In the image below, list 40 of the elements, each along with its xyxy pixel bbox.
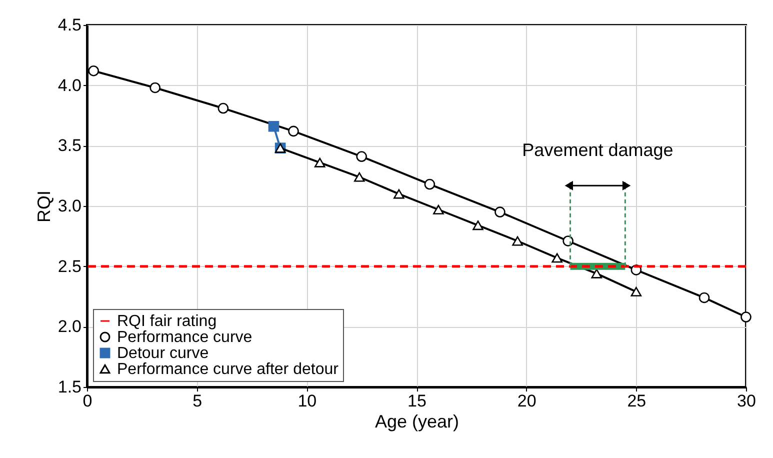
annotation: Pavement damage <box>522 140 674 160</box>
y-tick-label: 2.0 <box>58 317 82 336</box>
point <box>740 312 752 322</box>
point <box>88 65 99 76</box>
legend-label: Detour curve <box>117 345 209 362</box>
y-tick-label: 2.5 <box>58 256 82 276</box>
point <box>218 102 229 114</box>
x-tick-label: 5 <box>192 392 202 410</box>
point <box>424 178 436 190</box>
legend-label: Performance curve after detour <box>117 361 340 378</box>
y-tick-label: 3.5 <box>58 136 82 156</box>
point <box>150 82 160 94</box>
point <box>472 220 484 230</box>
point <box>630 286 642 296</box>
legend-label: Performance curve <box>117 329 252 346</box>
x-tick-label: 10 <box>298 392 317 410</box>
point <box>698 292 710 304</box>
point <box>433 204 444 214</box>
point <box>394 189 404 199</box>
point <box>512 236 523 246</box>
x-tick-label: 0 <box>82 392 92 410</box>
point <box>552 253 562 263</box>
y-tick-label: 4.5 <box>58 16 82 34</box>
x-tick-label: 15 <box>408 392 426 410</box>
point <box>591 268 602 278</box>
point <box>354 172 365 182</box>
x-tick-label: 30 <box>737 392 756 410</box>
point <box>314 158 326 168</box>
y-tick-label: 1.5 <box>58 378 82 396</box>
point <box>356 151 367 162</box>
x-tick-label: 25 <box>627 392 646 410</box>
legend-label: RQI fair rating <box>117 313 217 330</box>
y-axis-title: RQI <box>34 190 54 223</box>
point <box>494 206 506 218</box>
x-axis-title: Age (year) <box>374 412 460 432</box>
x-tick-label: 20 <box>517 392 536 410</box>
point <box>268 120 280 132</box>
y-tick-label: 4.0 <box>58 76 82 95</box>
y-tick-label: 3.0 <box>58 196 82 216</box>
point <box>288 126 299 137</box>
